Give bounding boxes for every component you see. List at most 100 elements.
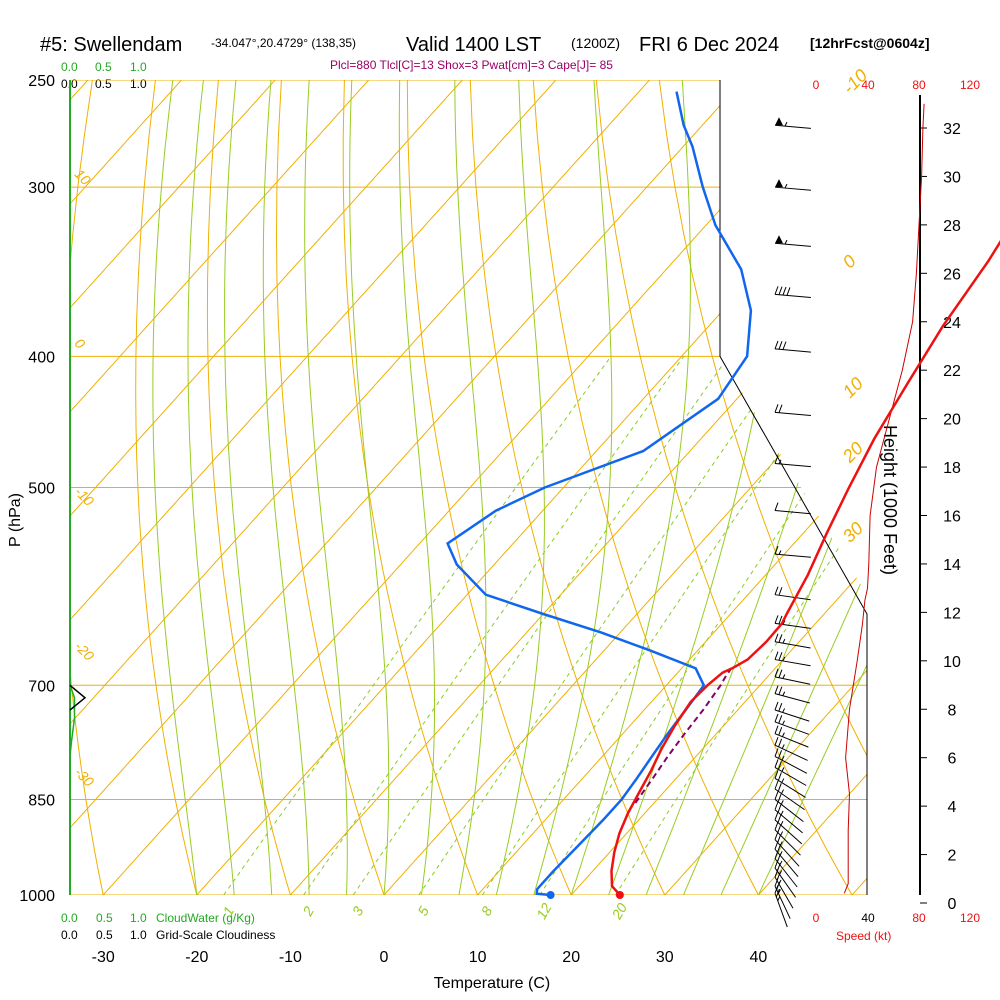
station-name: #5: Swellendam <box>40 34 182 56</box>
isotherm-line <box>70 80 581 895</box>
wind-barb-feather <box>777 834 782 843</box>
wind-barb-feather <box>775 888 780 898</box>
height-tick-label: 12 <box>943 605 961 622</box>
wind-barb-half-feather <box>781 767 785 772</box>
pressure-tick-label: 850 <box>28 792 55 809</box>
temperature-tick-label: 30 <box>656 949 674 966</box>
temperature-tick-label: -30 <box>92 949 115 966</box>
wind-barb <box>774 885 788 928</box>
moist-adiabat-line <box>304 80 348 895</box>
mixing-ratio-line <box>481 356 846 895</box>
cloudiness-profile <box>69 684 87 711</box>
wind-speed-profile <box>843 103 925 894</box>
wind-barb-feather <box>774 651 779 660</box>
wind-barb-staff <box>774 755 808 774</box>
wind-barb-staff <box>774 463 811 468</box>
wind-barb-half-feather <box>782 620 786 625</box>
wind-barb-half-feather <box>778 459 782 465</box>
mixing-ratio-line <box>223 356 612 895</box>
speed-tick: 120 <box>960 911 980 925</box>
speed-label: Speed (kt) <box>836 929 891 943</box>
wind-barb-staff <box>774 744 808 761</box>
wind-barb-feather <box>778 615 783 625</box>
wind-barb-feather <box>774 545 779 555</box>
isotherm-line <box>70 80 768 895</box>
temperature-tick-label: 20 <box>562 949 580 966</box>
top-green-tick: 1.0 <box>130 60 147 74</box>
grid-layer <box>70 80 867 895</box>
wind-barb <box>774 340 811 353</box>
wind-barb <box>774 831 800 867</box>
wind-barb-feather <box>774 770 779 779</box>
wind-barb-half-feather <box>778 550 782 555</box>
height-tick-label: 18 <box>943 460 961 477</box>
wind-barb-feather <box>774 340 779 350</box>
wind-barb-feather <box>774 859 779 869</box>
wind-barb <box>774 736 808 761</box>
pressure-tick-label: 700 <box>28 678 55 695</box>
wind-barb <box>774 791 804 822</box>
wind-barb-staff <box>774 553 811 558</box>
moist-adiabat-line <box>757 80 867 895</box>
wind-barb-half-feather <box>781 744 785 749</box>
bottom-cloudwater-scale: 0.0 0.5 1.0 CloudWater (g/Kg) 0.0 0.5 1.… <box>61 911 275 942</box>
wind-barb <box>774 502 811 515</box>
temperature-tick-label: -20 <box>185 949 208 966</box>
moist-adiabat-line <box>224 80 273 895</box>
wind-barb-feather <box>782 286 787 296</box>
wind-barb <box>774 770 806 798</box>
wind-barb-feather <box>778 587 783 596</box>
height-axis-title: Height (1000 Feet) <box>880 425 900 575</box>
temperature-tick-label: 40 <box>750 949 768 966</box>
wind-barb-half-feather <box>782 691 786 696</box>
wind-barb <box>774 701 810 722</box>
wind-barb-feather <box>777 772 782 781</box>
wind-barb-half-feather <box>784 183 788 189</box>
wind-barb-feather <box>774 850 779 859</box>
top-black-tick: 0.5 <box>95 77 112 91</box>
temperature-tick-label: 10 <box>469 949 487 966</box>
pressure-tick-label: 500 <box>28 481 55 498</box>
wind-barb-staff <box>774 839 800 867</box>
wind-barb-half-feather <box>781 755 785 761</box>
forecast-date: FRI 6 Dec 2024 <box>639 34 779 56</box>
y-axis-title: P (hPa) <box>7 493 24 547</box>
wind-barb <box>774 455 811 468</box>
cloudiness-tick: 0.5 <box>96 928 113 942</box>
wind-barb-staff <box>774 885 791 919</box>
speed-tick: 40 <box>861 78 875 92</box>
pressure-tick-label: 300 <box>28 180 55 197</box>
wind-barb <box>774 685 810 704</box>
wind-barb-feather <box>777 804 782 813</box>
temperature-tick-label: -10 <box>279 949 302 966</box>
moist-adiabat-line <box>720 80 867 895</box>
wind-barb <box>774 801 803 834</box>
wind-barb-staff <box>774 848 799 878</box>
wind-barb-staff <box>774 829 801 856</box>
wind-barb <box>774 780 805 811</box>
moist-adiabat-line <box>495 80 545 895</box>
top-black-tick: 1.0 <box>130 77 147 91</box>
wind-barb-feather <box>774 748 779 757</box>
wind-barb-staff <box>774 799 804 822</box>
height-tick-label: 8 <box>948 702 957 719</box>
wind-barb-staff <box>774 348 811 353</box>
wind-barb-feather <box>774 404 779 413</box>
wind-barb-staff <box>774 809 803 834</box>
wind-barb-staff <box>774 819 803 845</box>
height-tick-label: 6 <box>948 751 957 768</box>
isotherm-line <box>70 80 862 895</box>
wind-barb <box>774 179 811 191</box>
wind-barb-staff <box>774 693 810 704</box>
isotherm-line <box>570 80 867 895</box>
wind-barb-staff <box>774 788 805 811</box>
wind-barb-staff <box>774 242 811 247</box>
wind-barb-feather <box>778 715 783 724</box>
wind-barb-half-feather <box>784 121 788 127</box>
wind-barb-feather <box>778 286 783 295</box>
wind-barb-feather <box>774 780 779 790</box>
moist-adiabat-line <box>187 80 235 895</box>
wind-barb-feather <box>777 761 782 770</box>
wind-barb-feather <box>778 738 783 748</box>
